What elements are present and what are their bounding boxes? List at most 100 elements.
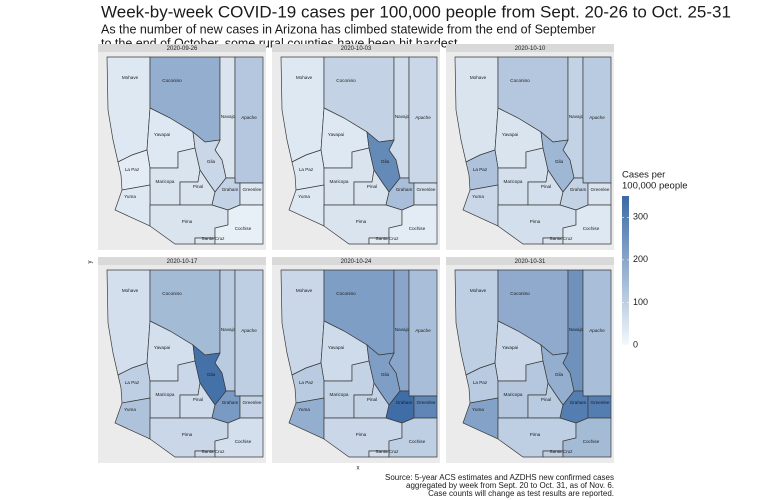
county-label: Yavapai bbox=[502, 345, 518, 350]
county bbox=[214, 204, 264, 245]
x-axis-label: x bbox=[357, 466, 360, 472]
county-label: Santa Cruz bbox=[202, 449, 226, 454]
county-label: La Paz bbox=[125, 380, 140, 385]
county-label: Apache bbox=[415, 115, 431, 120]
facet-panel: 2020-09-26 Mohave Coconino Navajo Apache Yava… bbox=[98, 44, 266, 250]
county-label: Cochise bbox=[409, 439, 426, 444]
county-label: Pinal bbox=[193, 184, 203, 189]
county-label: Graham bbox=[222, 400, 239, 405]
county bbox=[388, 204, 438, 245]
facet-strip bbox=[98, 44, 266, 52]
county-label: Apache bbox=[241, 115, 257, 120]
legend-colorbar bbox=[622, 196, 629, 345]
county-label: Gila bbox=[555, 159, 564, 164]
county-label: Yavapai bbox=[502, 132, 518, 137]
county-label: Navajo bbox=[221, 327, 236, 332]
county-label: Pima bbox=[182, 219, 193, 224]
county-label: La Paz bbox=[299, 167, 314, 172]
county-label: Santa Cruz bbox=[376, 236, 400, 241]
county-label: Graham bbox=[396, 400, 413, 405]
county-label: Santa Cruz bbox=[550, 236, 574, 241]
county-label: Coconino bbox=[510, 291, 530, 296]
facet-panel: 2020-10-24 Mohave Coconino Navajo Apache Yava… bbox=[272, 257, 440, 463]
county-label: Yuma bbox=[472, 194, 484, 199]
facet-panel: 2020-10-17 Mohave Coconino Navajo Apache Yava… bbox=[98, 257, 266, 463]
facet-strip bbox=[272, 44, 440, 52]
facet-panel: 2020-10-03 Mohave Coconino Navajo Apache Yava… bbox=[272, 44, 440, 250]
facet-label: 2020-10-31 bbox=[515, 259, 546, 265]
county-label: Mohave bbox=[122, 75, 139, 80]
county-label: Yavapai bbox=[154, 345, 170, 350]
county-label: Yavapai bbox=[328, 345, 344, 350]
county-label: Gila bbox=[381, 159, 390, 164]
county-label: La Paz bbox=[473, 167, 488, 172]
county-label: Pinal bbox=[367, 184, 377, 189]
county-label: Cochise bbox=[235, 226, 252, 231]
county-label: Santa Cruz bbox=[376, 449, 400, 454]
source: aggregated by week from Sept. 20 to Oct.… bbox=[406, 481, 614, 490]
facet-label: 2020-10-24 bbox=[341, 259, 372, 265]
county-label: Yuma bbox=[124, 407, 136, 412]
county-label: La Paz bbox=[473, 380, 488, 385]
county-label: Apache bbox=[589, 328, 605, 333]
county-label: Mohave bbox=[470, 75, 487, 80]
county-label: Pima bbox=[356, 432, 367, 437]
legend-tick-label: 100 bbox=[633, 297, 648, 307]
county-label: Pinal bbox=[193, 397, 203, 402]
county-label: Graham bbox=[222, 187, 239, 192]
county bbox=[388, 417, 438, 458]
county-label: Graham bbox=[570, 400, 587, 405]
county-label: Yavapai bbox=[154, 132, 170, 137]
county-label: Yuma bbox=[298, 407, 310, 412]
facet-label: 2020-09-26 bbox=[167, 46, 198, 52]
county-label: Greenlee bbox=[591, 400, 610, 405]
facet-strip bbox=[446, 257, 614, 265]
county-label: Greenlee bbox=[243, 400, 262, 405]
legend-tick-label: 200 bbox=[633, 254, 648, 264]
facet-strip bbox=[272, 257, 440, 265]
county-label: Coconino bbox=[510, 78, 530, 83]
county-label: Graham bbox=[570, 187, 587, 192]
county-label: Apache bbox=[241, 328, 257, 333]
facet-panel: 2020-10-31 Mohave Coconino Navajo Apache Yava… bbox=[446, 257, 614, 463]
county-label: Apache bbox=[589, 115, 605, 120]
facet-label: 2020-10-03 bbox=[341, 46, 372, 52]
county-label: Coconino bbox=[336, 291, 356, 296]
county-label: Navajo bbox=[395, 114, 410, 119]
county-label: Gila bbox=[555, 372, 564, 377]
county-label: Yuma bbox=[298, 194, 310, 199]
county-label: Pinal bbox=[367, 397, 377, 402]
county-label: Gila bbox=[207, 159, 216, 164]
county-label: Cochise bbox=[583, 439, 600, 444]
county-label: Pima bbox=[356, 219, 367, 224]
county-label: Pima bbox=[530, 219, 541, 224]
county-label: Mohave bbox=[470, 288, 487, 293]
county-label: Santa Cruz bbox=[550, 449, 574, 454]
facet-strip bbox=[446, 44, 614, 52]
county-label: Pinal bbox=[541, 397, 551, 402]
title: Week-by-week COVID-19 cases per 100,000 … bbox=[101, 2, 731, 21]
county-label: Gila bbox=[207, 372, 216, 377]
county-label: Yuma bbox=[472, 407, 484, 412]
county-label: Santa Cruz bbox=[202, 236, 226, 241]
county-label: Coconino bbox=[162, 78, 182, 83]
county-label: Graham bbox=[396, 187, 413, 192]
source: Case counts will change as test results … bbox=[428, 489, 614, 498]
county-label: Coconino bbox=[336, 78, 356, 83]
county-label: Cochise bbox=[409, 226, 426, 231]
subtitle: As the number of new cases in Arizona ha… bbox=[101, 22, 596, 36]
county-label: Maricopa bbox=[156, 392, 175, 397]
legend-title: 100,000 people bbox=[622, 181, 688, 192]
county-label: Greenlee bbox=[417, 400, 436, 405]
facet-panel: 2020-10-10 Mohave Coconino Navajo Apache Yava… bbox=[446, 44, 614, 250]
y-axis-label: y bbox=[88, 261, 94, 264]
county-label: Cochise bbox=[583, 226, 600, 231]
facet-label: 2020-10-10 bbox=[515, 46, 546, 52]
legend-title: Cases per bbox=[622, 170, 665, 181]
county-label: Maricopa bbox=[504, 392, 523, 397]
facet-label: 2020-10-17 bbox=[167, 259, 198, 265]
county-label: La Paz bbox=[125, 167, 140, 172]
county-label: Mohave bbox=[296, 288, 313, 293]
legend-tick-label: 300 bbox=[633, 212, 648, 222]
